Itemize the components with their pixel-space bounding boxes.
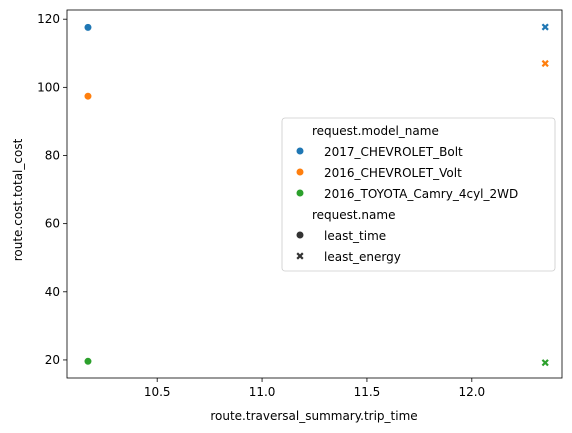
legend-marker: [295, 167, 305, 177]
data-point: [83, 92, 93, 101]
data-point: [541, 359, 549, 367]
y-tick-label: 40: [45, 285, 60, 299]
legend-entry: 2016_CHEVROLET_Volt: [324, 166, 462, 180]
legend-marker: [296, 252, 304, 260]
data-point: [83, 23, 93, 32]
legend-hue-title: request.model_name: [312, 124, 439, 138]
legend-entry: least_energy: [324, 250, 401, 264]
axes: 10.5 11.0 11.5 12.0 20 40 60 80 100 120: [37, 9, 563, 399]
legend-marker: [295, 146, 305, 156]
legend-entry: 2017_CHEVROLET_Bolt: [324, 145, 463, 159]
legend-style-title: request.name: [312, 208, 395, 222]
legend-entry: least_time: [324, 229, 386, 243]
legend-box: [281, 117, 556, 272]
x-tick-label: 12.0: [458, 385, 485, 399]
legend-entry: 2016_TOYOTA_Camry_4cyl_2WD: [324, 187, 518, 201]
x-tick-label: 10.5: [144, 385, 171, 399]
x-tick-label: 11.5: [354, 385, 381, 399]
data-point: [541, 59, 549, 68]
legend-marker: [295, 188, 305, 198]
x-axis-label: route.traversal_summary.trip_time: [210, 409, 417, 423]
x-tick-label: 11.0: [249, 385, 276, 399]
legend: request.model_name 2017_CHEVROLET_Bolt 201…: [281, 117, 556, 272]
data-point: [541, 23, 549, 31]
plot-frame: [66, 9, 563, 379]
legend-marker: [295, 230, 305, 240]
y-tick-label: 80: [45, 148, 60, 162]
y-tick-label: 20: [45, 353, 60, 367]
y-tick-label: 120: [37, 12, 60, 26]
y-tick-label: 60: [45, 217, 60, 231]
data-point: [83, 357, 93, 366]
y-axis-label: route.cost.total_cost: [11, 138, 25, 261]
data-points: [83, 23, 549, 367]
y-tick-label: 100: [37, 80, 60, 94]
